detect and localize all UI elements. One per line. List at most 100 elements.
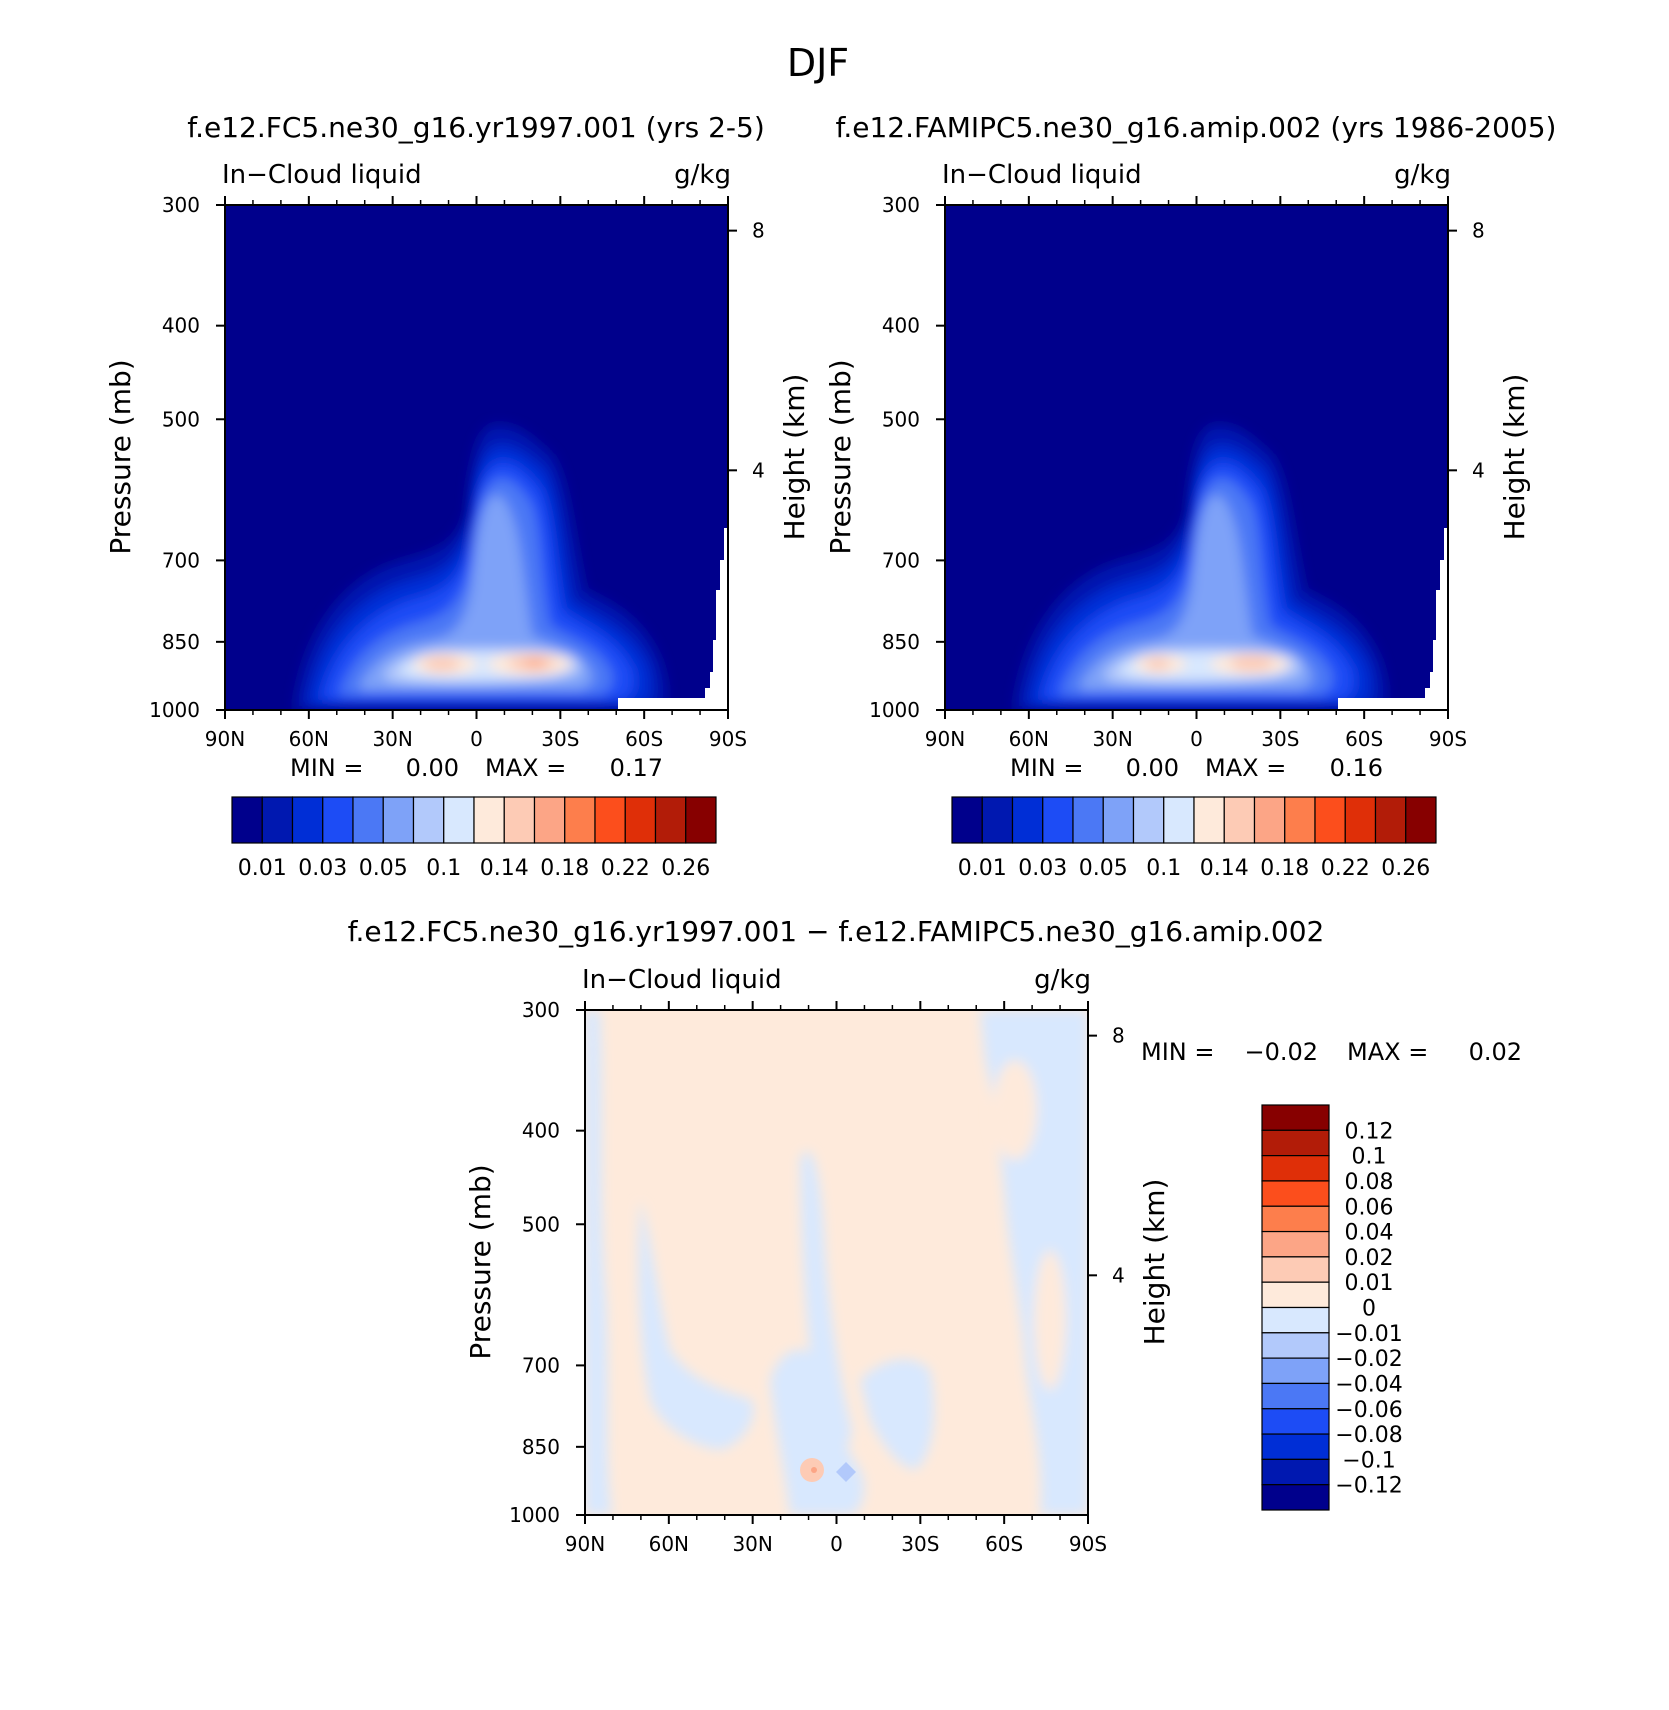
x-tick-label: 60N (649, 1532, 689, 1556)
colorbar-label: −0.1 (1342, 1448, 1395, 1473)
x-tick-label: 30S (541, 727, 579, 751)
page-title: DJF (787, 41, 849, 85)
panel-b-contour-5 (1080, 495, 1313, 690)
colorbar-swatch (473, 796, 505, 844)
y-tick-label: 400 (522, 1119, 560, 1143)
colorbar-swatch (1261, 1180, 1330, 1207)
panel-c-negative-region-d (860, 1359, 935, 1470)
colorbar-swatch (1261, 1306, 1330, 1334)
colorbar-swatch (322, 796, 354, 844)
x-tick-label: 0 (1190, 727, 1203, 751)
x-tick-label: 90S (1069, 1532, 1107, 1556)
panel-a-field (225, 205, 728, 710)
colorbar-label: 0.26 (661, 856, 710, 881)
colorbar-swatch (1253, 796, 1286, 844)
panel-model-b: f.e12.FAMIPC5.ne30_g16.amip.002 (yrs 198… (824, 111, 1556, 881)
panel-c-axes: 90N 60N 30N 0 30S 60S 90S 300 400 500 700 850 1000 8 4 (509, 998, 1125, 1556)
colorbar-swatch (981, 796, 1014, 844)
panel-a-title: f.e12.FC5.ne30_g16.yr1997.001 (yrs 2-5) (187, 111, 765, 144)
y-right-tick-label: 4 (752, 458, 765, 482)
panel-c-variable-label: In−Cloud liquid (582, 965, 782, 995)
colorbar-swatch (1011, 796, 1044, 844)
y-tick-label: 850 (882, 630, 920, 654)
y-tick-label: 1000 (869, 698, 920, 722)
panel-a-axes: 90N 60N 30N 0 30S 60S 90S 300 400 500 700 850 1000 8 4 (149, 193, 765, 751)
colorbar-swatch (654, 796, 687, 844)
colorbar-label: 0.14 (1200, 856, 1249, 881)
colorbar-label: 0.01 (238, 856, 287, 881)
x-tick-label: 60N (1009, 727, 1049, 751)
y-right-tick-label: 8 (1112, 1024, 1125, 1048)
panel-b-y-axis-label: Pressure (mb) (824, 359, 857, 554)
y-tick-label: 500 (522, 1212, 560, 1236)
colorbar-label: −0.06 (1335, 1398, 1402, 1423)
y-tick-label: 1000 (149, 698, 200, 722)
colorbar-label: 0.14 (480, 856, 529, 881)
y-right-tick-label: 8 (1472, 219, 1485, 243)
colorbar-label: 0.08 (1345, 1170, 1394, 1195)
panel-a-contour-5 (360, 495, 593, 690)
x-tick-label: 90N (925, 727, 965, 751)
colorbar-label: −0.02 (1335, 1347, 1402, 1372)
panel-c-max-value: 0.02 (1469, 1038, 1522, 1066)
colorbar-swatch (1223, 796, 1256, 844)
colorbar-label: 0.01 (958, 856, 1007, 881)
colorbar-swatch (1314, 796, 1346, 844)
panel-c-min-value: −0.02 (1244, 1038, 1318, 1066)
colorbar-swatch (1261, 1129, 1330, 1157)
y-right-tick-label: 4 (1112, 1263, 1125, 1287)
panel-a-y-right-axis-label: Height (km) (778, 374, 811, 541)
colorbar-label: 0.12 (1345, 1119, 1394, 1144)
y-tick-label: 700 (162, 548, 200, 572)
panel-c-negative-region-west (585, 1010, 612, 1515)
colorbar-label: 0 (1362, 1297, 1376, 1322)
panel-c-colorbar: 0.120.10.080.060.040.020.010−0.01−0.02−0… (1261, 1104, 1403, 1511)
colorbar-swatch (412, 796, 445, 844)
colorbar-swatch (1374, 796, 1407, 844)
panel-a-contour-10 (424, 657, 460, 671)
y-right-tick-label: 4 (1472, 458, 1485, 482)
colorbar-label: −0.12 (1335, 1474, 1402, 1499)
colorbar-swatch (261, 796, 294, 844)
colorbar-swatch (1072, 796, 1104, 844)
colorbar-swatch (533, 796, 566, 844)
colorbar-label: 0.18 (1260, 856, 1309, 881)
x-tick-label: 30N (372, 727, 412, 751)
colorbar-swatch (1261, 1408, 1330, 1435)
panel-b-contour-10 (1146, 658, 1170, 670)
x-tick-label: 0 (470, 727, 483, 751)
colorbar-swatch (685, 796, 717, 844)
y-tick-label: 700 (882, 548, 920, 572)
colorbar-swatch (624, 796, 657, 844)
colorbar-swatch (564, 796, 596, 844)
panel-a-contour-12 (525, 659, 545, 667)
x-tick-label: 0 (830, 1532, 843, 1556)
x-tick-label: 60N (289, 727, 329, 751)
colorbar-label: −0.08 (1335, 1423, 1402, 1448)
y-tick-label: 400 (162, 314, 200, 338)
colorbar-swatch (1193, 796, 1225, 844)
colorbar-label: 0.06 (1345, 1195, 1394, 1220)
colorbar-label: 0.1 (1146, 856, 1181, 881)
colorbar-swatch (1132, 796, 1165, 844)
panel-c-positive-spot-core (811, 1467, 817, 1473)
panel-b-colorbar: 0.01 0.03 0.05 0.1 0.14 0.18 0.22 0.26 (951, 796, 1437, 881)
colorbar-label: −0.04 (1335, 1372, 1402, 1397)
panel-b-y-right-axis-label: Height (km) (1498, 374, 1531, 541)
colorbar-swatch (291, 796, 324, 844)
x-tick-label: 90N (565, 1532, 605, 1556)
panel-a-variable-label: In−Cloud liquid (222, 160, 422, 190)
panel-a-units-label: g/kg (674, 160, 731, 190)
colorbar-label: 0.1 (1352, 1145, 1387, 1170)
panel-b-field (945, 205, 1448, 710)
y-tick-label: 850 (162, 630, 200, 654)
y-tick-label: 500 (162, 407, 200, 431)
colorbar-swatch (443, 796, 475, 844)
panel-a-max-label: MAX = (485, 754, 566, 782)
y-right-tick-label: 8 (752, 219, 765, 243)
panel-c-max-label: MAX = (1347, 1038, 1428, 1066)
panel-a-colorbar: 0.01 0.03 0.05 0.1 0.14 0.18 0.22 0.26 (231, 796, 717, 881)
colorbar-swatch (594, 796, 626, 844)
panel-c-positive-region-east (993, 1060, 1037, 1160)
colorbar-swatch (503, 796, 536, 844)
